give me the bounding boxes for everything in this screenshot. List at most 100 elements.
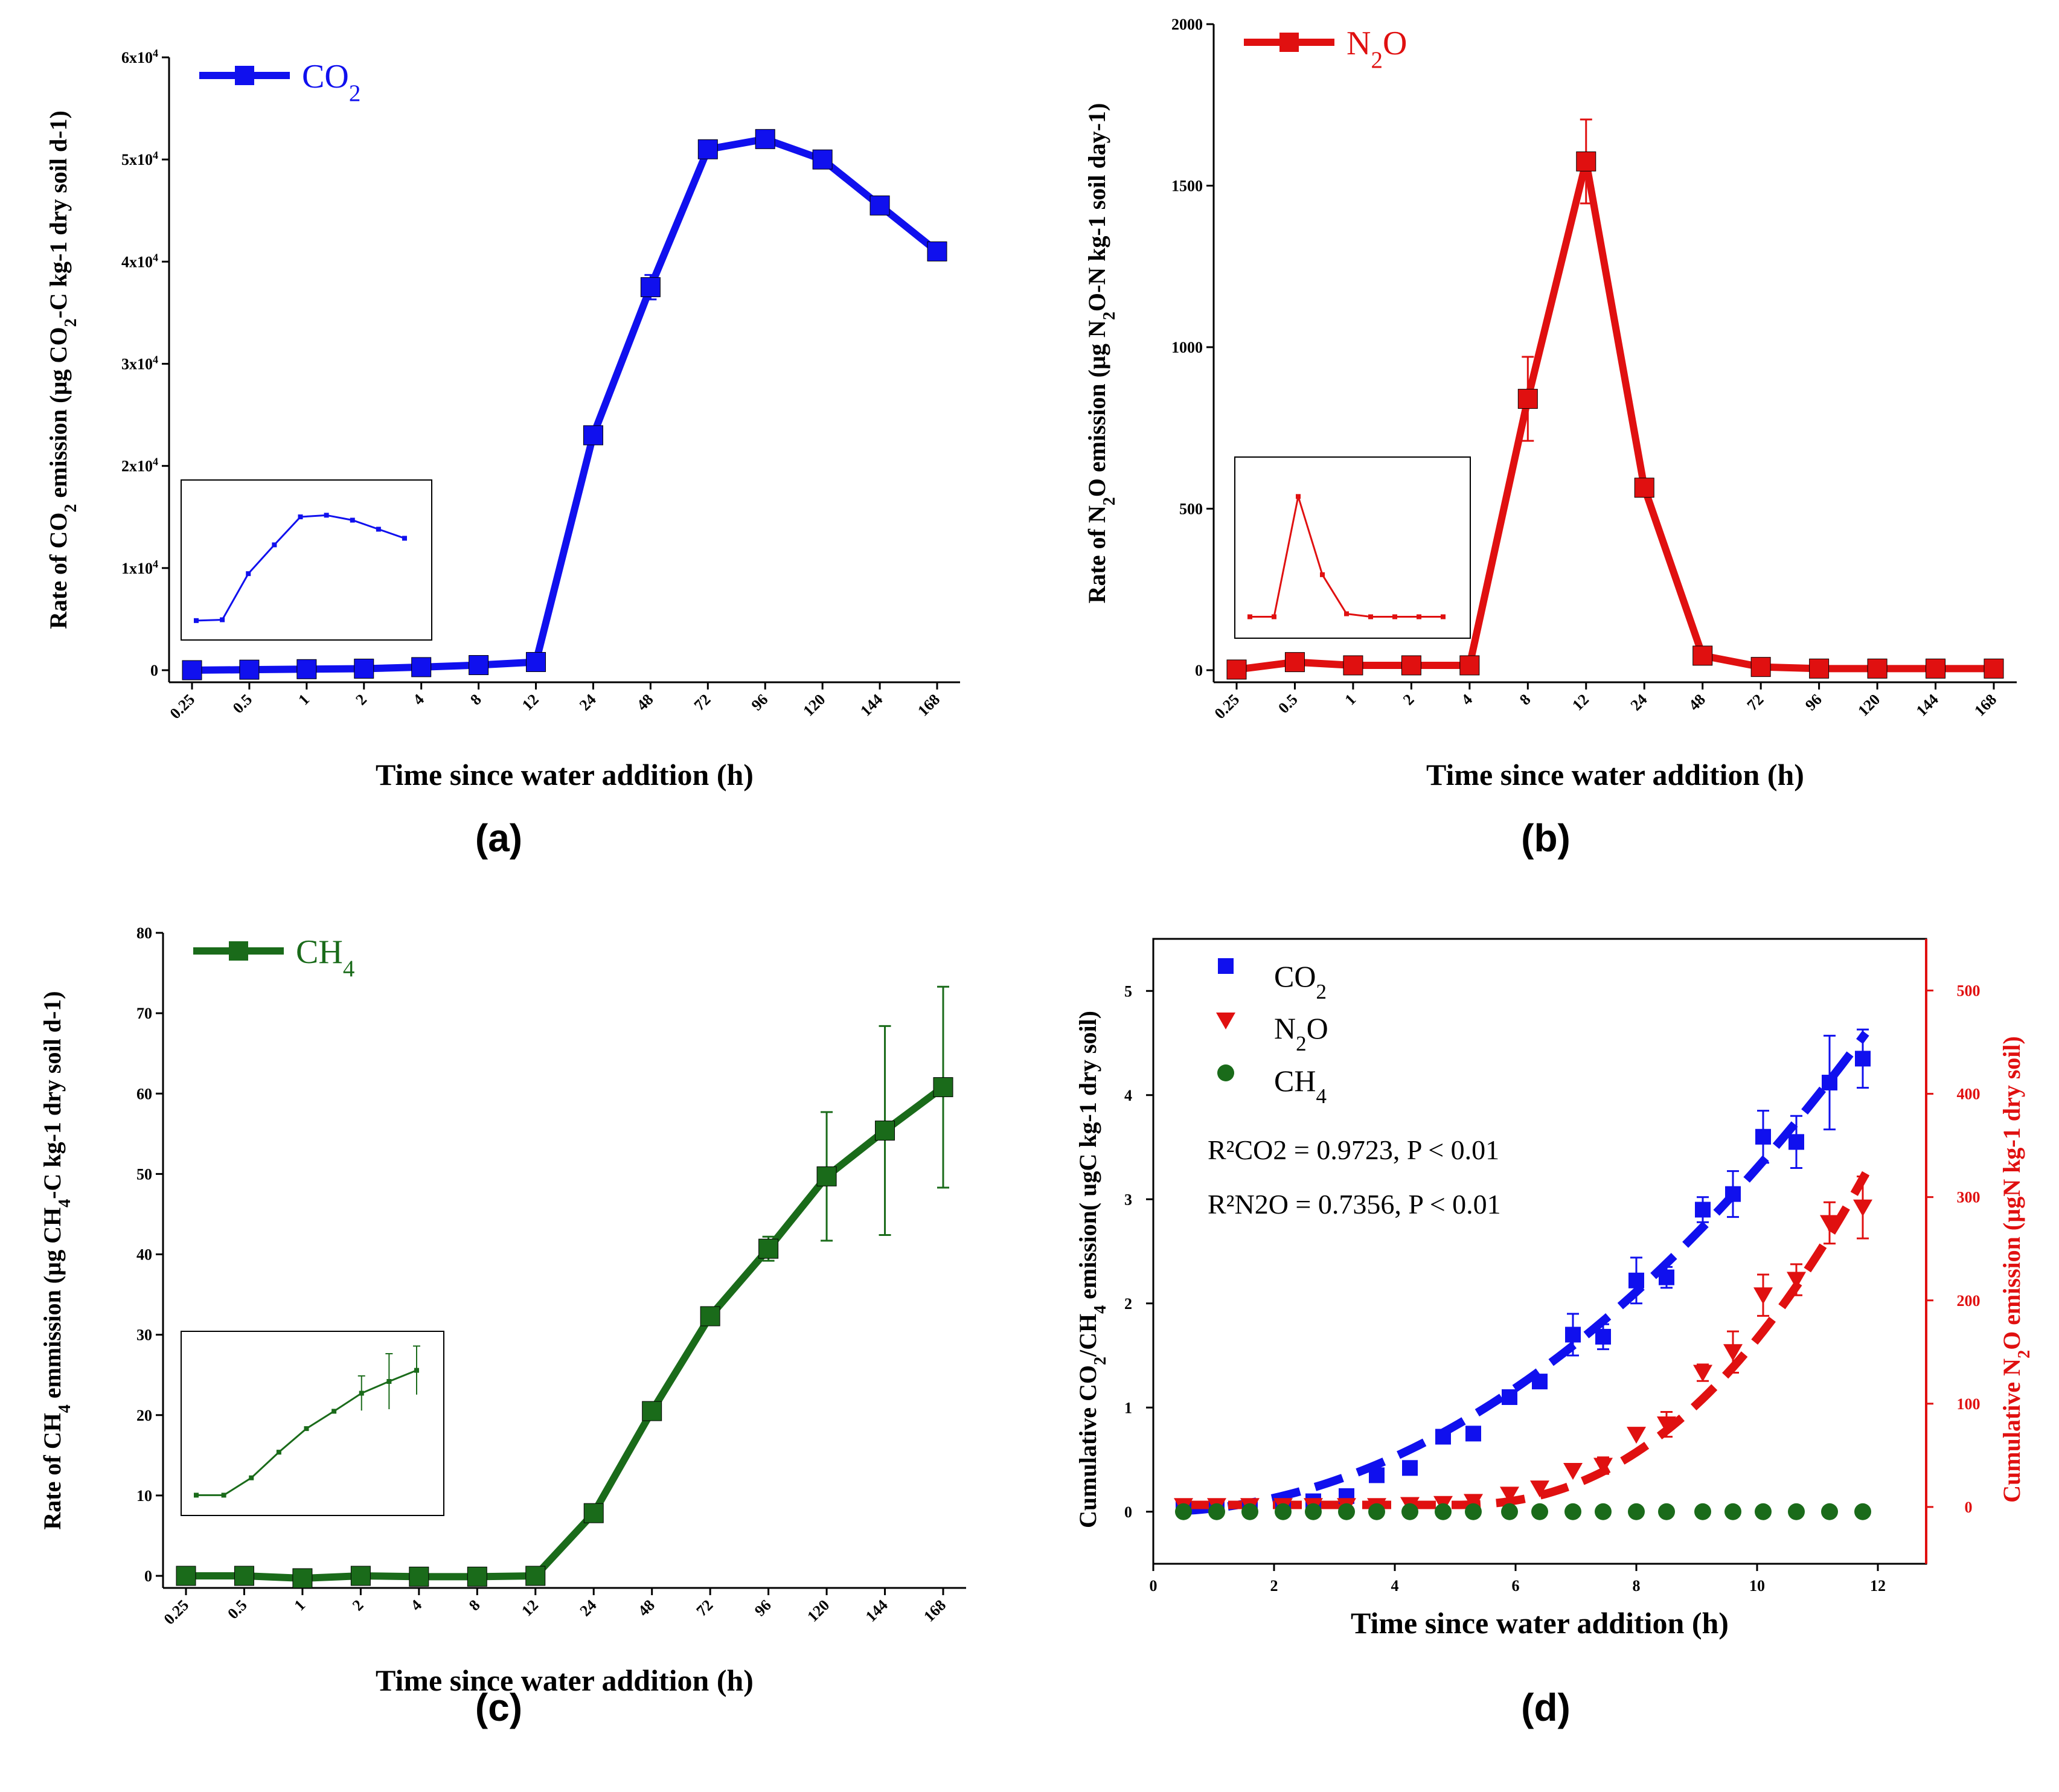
y-axis-title-part: H [39, 1208, 66, 1226]
data-point [869, 195, 890, 216]
y-axis-title-part: 2 [62, 319, 80, 327]
y-tick-label: 30 [136, 1326, 152, 1344]
ch4-point [1501, 1503, 1518, 1520]
legend-label-part: H [318, 933, 342, 971]
inset-point [220, 617, 225, 622]
data-point [816, 1166, 837, 1186]
co2-point [1755, 1128, 1771, 1145]
y-tick-label-right: 200 [1957, 1292, 1981, 1310]
data-point [1226, 659, 1247, 680]
legend-label-n2o: N2O [1274, 1011, 1328, 1055]
co2-point [1369, 1467, 1385, 1483]
legend-marker [1279, 33, 1299, 52]
x-tick-label: 120 [804, 1596, 833, 1625]
legend-marker-ch4 [1217, 1064, 1234, 1081]
legend-label-part: O [324, 58, 348, 95]
n2o-point [1853, 1199, 1872, 1217]
co2-point [1855, 1051, 1871, 1067]
y-axis-title-part: kg-1 dry soil d-1) [45, 110, 72, 293]
y-axis-title-left: Cumulative CO2/CH4 emission( ugC kg-1 dr… [1074, 1011, 1110, 1528]
legend-label: CO2 [302, 58, 360, 106]
n2o-point [1787, 1272, 1806, 1289]
ch4-point [1821, 1503, 1838, 1520]
x-tick-label: 10 [1749, 1577, 1765, 1595]
x-tick-label: 1 [295, 691, 313, 709]
y-axis-title-part: O [45, 513, 72, 531]
y-tick-label-part: 4 [153, 47, 158, 59]
legend-label-part: 2 [1371, 47, 1383, 73]
y-tick-label-part: 4 [153, 354, 158, 366]
co2-point [1435, 1429, 1451, 1445]
y-tick-label: 1500 [1171, 178, 1203, 195]
inset-point [194, 1493, 199, 1498]
y-tick-label: 70 [136, 1005, 152, 1022]
x-tick-label: 96 [751, 1596, 775, 1620]
y-axis-title: Rate of CO2 emission (µg CO2-C kg-1 dry … [45, 110, 80, 629]
inset-point [414, 1368, 419, 1373]
x-tick-label: 168 [920, 1596, 949, 1625]
y-axis-title-part: C [39, 1432, 66, 1449]
y-axis-title-part: O [1083, 478, 1110, 497]
legend-label-part: 2 [349, 80, 361, 106]
co2-point [1725, 1186, 1741, 1202]
plot-frame [1152, 938, 1927, 1565]
legend-label-n2o-part: N [1274, 1011, 1296, 1045]
panel-label-d: (d) [1521, 1686, 1571, 1729]
y-tick-label-left: 2 [1124, 1295, 1132, 1313]
y-axis-title-part: 2 [1100, 497, 1119, 505]
legend-marker-n2o [1216, 1013, 1235, 1029]
co2-point [1628, 1272, 1644, 1288]
x-tick-label: 24 [576, 691, 600, 714]
y-axis-title-part: emmission (µg [39, 1244, 66, 1404]
y-axis-title-right-part: N [1998, 1179, 2025, 1197]
data-point [234, 1566, 254, 1586]
data-point [583, 425, 603, 446]
y-tick-label-part: 2x10 [121, 458, 153, 475]
legend-marker [235, 66, 254, 85]
inset-point [1344, 611, 1349, 616]
x-axis-title: Time since water addition (h) [376, 1663, 754, 1697]
y-axis-title-left-part: H [1074, 1314, 1101, 1333]
y-axis-title-part: - [45, 310, 72, 318]
co2-point [1595, 1328, 1611, 1345]
inset-point [1296, 494, 1301, 499]
x-tick-label: 4 [407, 1596, 425, 1614]
x-tick-label: 8 [467, 691, 485, 709]
y-axis-title-right: Cumulative N2O emission (µgN kg-1 dry so… [1998, 1036, 2034, 1503]
co2-point [1659, 1269, 1674, 1285]
legend-marker [229, 941, 248, 961]
n2o-point [1464, 1494, 1483, 1511]
ch4-point [1401, 1503, 1418, 1520]
x-tick-label: 12 [519, 691, 542, 714]
n2o-point [1593, 1458, 1613, 1475]
data-point [176, 1566, 196, 1586]
y-tick-label: 2x104 [121, 456, 158, 475]
fit-curve-N2O [1183, 1171, 1870, 1509]
inset-point [272, 542, 277, 548]
y-tick-label-part: 6x10 [121, 49, 153, 66]
inset-point [1392, 614, 1397, 619]
x-tick-label: 48 [635, 1596, 658, 1620]
x-axis-title: Time since water addition (h) [1426, 758, 1804, 792]
y-tick-label-right: 400 [1957, 1086, 1981, 1103]
x-tick-label: 120 [1854, 691, 1883, 720]
data-point [1984, 658, 2004, 679]
inset-point [1441, 614, 1446, 619]
x-tick-label: 2 [349, 1596, 367, 1614]
inset-frame [1234, 456, 1471, 639]
data-point [697, 139, 718, 159]
x-tick-label: 4 [1458, 691, 1476, 709]
ch4-point [1658, 1503, 1675, 1520]
y-tick-label-part: 5x10 [121, 151, 153, 168]
data-point [1517, 389, 1538, 409]
data-point [933, 1077, 953, 1098]
data-point [1809, 658, 1830, 679]
y-tick-label-right: 0 [1965, 1499, 1973, 1516]
inset-point [304, 1426, 309, 1432]
data-point [292, 1568, 313, 1589]
y-axis-title-left-part: C [1074, 1384, 1101, 1401]
ch4-point [1724, 1503, 1741, 1520]
panel-label-c: (c) [475, 1686, 522, 1729]
data-point [812, 149, 833, 170]
